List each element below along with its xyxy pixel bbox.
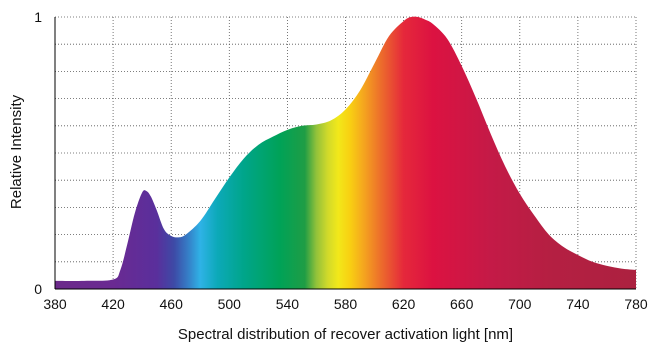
x-tick-label: 540 [276, 296, 300, 312]
y-axis-title: Relative Intensity [8, 94, 25, 209]
x-tick-label: 460 [160, 296, 184, 312]
y-tick-label: 0 [34, 281, 42, 297]
x-tick-label: 660 [450, 296, 474, 312]
x-tick-label: 740 [566, 296, 590, 312]
x-tick-label: 380 [43, 296, 67, 312]
x-tick-label: 620 [392, 296, 416, 312]
x-tick-label: 700 [508, 296, 532, 312]
x-tick-label: 780 [624, 296, 648, 312]
x-axis-title: Spectral distribution of recover activat… [178, 326, 513, 343]
y-tick-label: 1 [34, 9, 42, 25]
x-tick-label: 580 [334, 296, 358, 312]
y-tick-labels: 01 [34, 9, 42, 297]
x-tick-label: 500 [218, 296, 242, 312]
x-tick-label: 420 [101, 296, 125, 312]
x-tick-labels: 380 420 460 500 540 580 620 660 700 740 780 [43, 296, 648, 312]
spectrum-area [55, 16, 636, 289]
axes [54, 17, 636, 290]
